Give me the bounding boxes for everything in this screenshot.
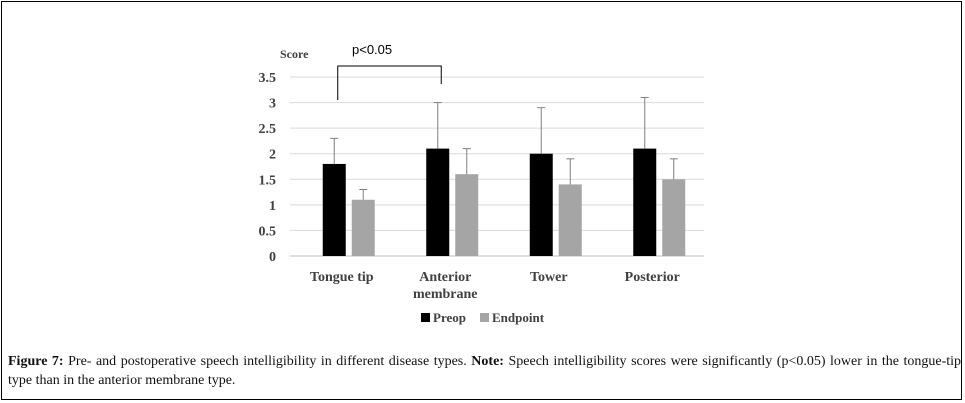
y-axis-label: Score — [280, 47, 309, 61]
caption-text: Pre- and postoperative speech intelligib… — [68, 354, 467, 369]
bars — [322, 148, 686, 256]
bar-chart: 0 0.5 1 1.5 2 2.5 3 3.5 Tongue tip Anterior membr… — [259, 42, 704, 325]
bar-preop — [322, 163, 346, 256]
x-category-label-line2: membrane — [413, 287, 478, 302]
legend-swatch-endpoint — [480, 313, 489, 322]
y-tick-label: 3.5 — [259, 71, 277, 86]
bar-preop — [633, 148, 657, 256]
significance-bracket-line — [337, 65, 442, 100]
bar-preop — [426, 148, 450, 256]
significance-bracket: p<0.05 — [337, 42, 442, 100]
x-category-labels: Tongue tip Anterior membrane Tower Posterior — [310, 270, 680, 302]
legend-swatch-preop — [421, 313, 430, 322]
bar-endpoint — [558, 184, 582, 256]
y-tick-label: 2 — [269, 148, 276, 163]
y-tick-label: 2.5 — [259, 122, 277, 137]
caption-label: Figure 7: — [8, 354, 64, 369]
caption-note-label: Note: — [471, 354, 504, 369]
y-tick-label: 3 — [269, 97, 276, 112]
bar-endpoint — [351, 199, 375, 256]
bar-endpoint — [662, 179, 686, 256]
y-tick-label: 0.5 — [259, 224, 277, 239]
bar-preop — [529, 153, 553, 256]
figure-caption: Figure 7: Pre- and postoperative speech … — [8, 352, 961, 390]
error-bars — [330, 96, 678, 200]
bar-endpoint — [455, 174, 479, 256]
legend-label-endpoint: Endpoint — [492, 310, 545, 325]
x-category-label: Tower — [530, 270, 568, 285]
x-category-label: Posterior — [625, 270, 680, 285]
y-tick-label: 0 — [269, 250, 276, 265]
x-category-label: Anterior — [419, 270, 471, 285]
significance-label: p<0.05 — [352, 42, 392, 57]
y-tick-label: 1.5 — [259, 173, 277, 188]
legend-label-preop: Preop — [433, 310, 466, 325]
legend: Preop Endpoint — [421, 310, 545, 325]
caption-note-text: Speech intelligibility scores were signi… — [8, 354, 962, 388]
y-tick-labels: 0 0.5 1 1.5 2 2.5 3 3.5 — [259, 71, 277, 265]
x-category-label: Tongue tip — [310, 270, 374, 285]
y-tick-label: 1 — [269, 199, 276, 214]
